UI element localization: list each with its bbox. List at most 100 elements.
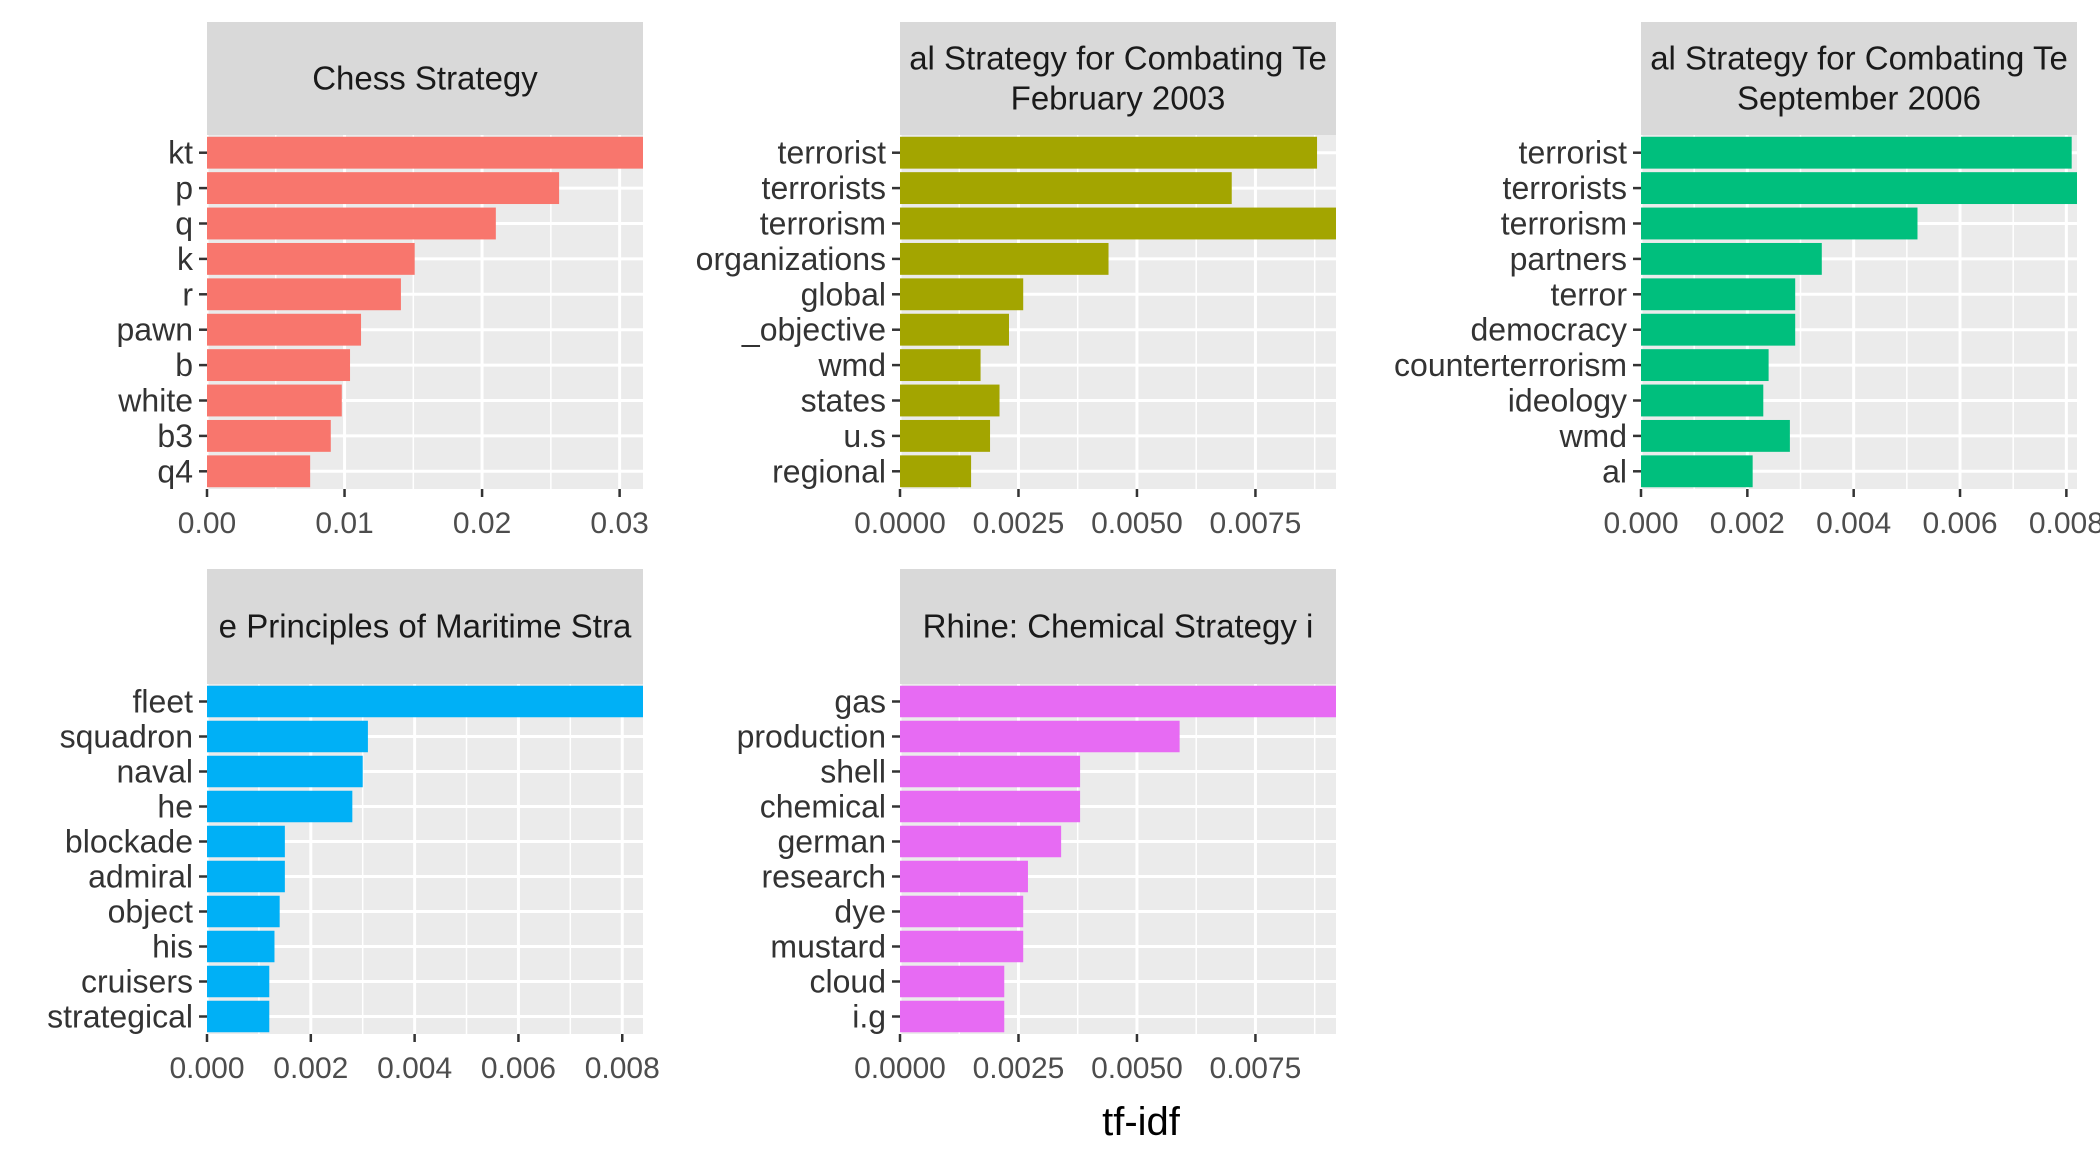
facet-strip [207,569,643,684]
bar-q4 [207,455,311,488]
bar-dye [900,895,1024,928]
bar-al [1641,455,1753,488]
bar-blockade [207,825,285,858]
category-label: gas [834,684,886,720]
bar-terrorists [900,172,1232,205]
category-label: wmd [817,347,886,383]
category-label: k [177,241,194,277]
facet-strip [207,22,643,135]
facet-strip [900,22,1336,135]
bar-strategical [207,1000,270,1033]
x-tick-label: 0.008 [2029,507,2100,540]
category-label: admiral [88,859,193,895]
x-tick-label: 0.00 [178,507,236,540]
x-tick-label: 0.008 [585,1052,660,1085]
category-label: white [117,383,193,419]
category-label: q4 [157,453,193,489]
category-label: b3 [157,418,193,454]
bar-naval [207,755,363,788]
facet-strip [900,569,1336,684]
x-tick-label: 0.01 [315,507,373,540]
bar-cloud [900,965,1005,998]
x-tick-label: 0.004 [1816,507,1891,540]
category-label: p [175,170,193,206]
category-label: cruisers [81,964,193,1000]
category-label: global [801,276,886,312]
x-tick-label: 0.006 [481,1052,556,1085]
category-label: terrorists [1503,170,1627,206]
category-label: ideology [1508,383,1627,419]
category-label: regional [772,453,886,489]
x-tick-label: 0.0025 [973,1052,1065,1085]
bar-terrorist [900,136,1318,169]
facet-panel-4: e Principles of Maritime Stra fleetsquadr… [47,569,660,1085]
x-tick-label: 0.02 [453,507,511,540]
category-label: democracy [1471,312,1628,348]
x-tick-label: 0.0050 [1091,507,1183,540]
bar-squadron [207,720,368,753]
facet-title: Rhine: Chemical Strategy i [923,608,1314,645]
bar-cruisers [207,965,270,998]
bar-terrorist [1641,136,2072,169]
x-tick-label: 0.000 [169,1052,244,1085]
bar-states [900,384,1000,417]
category-label: kt [168,135,193,171]
bar-organizations [900,242,1109,275]
bar-fleet [207,685,643,718]
category-label: al [1602,453,1627,489]
bar-regional [900,455,972,488]
category-label: terrorist [1519,135,1628,171]
bar-p [207,172,560,205]
bar-terrorists [1641,172,2077,205]
bar-gas [900,685,1336,718]
bar-admiral [207,860,285,893]
x-tick-label: 0.0000 [854,1052,946,1085]
bar-b3 [207,419,331,452]
bar-he [207,790,353,823]
category-label: shell [820,754,886,790]
facet-title: September 2006 [1737,80,1981,117]
category-label: research [762,859,887,895]
bar-wmd [900,349,981,382]
facet-title: February 2003 [1011,80,1226,117]
x-tick-label: 0.0050 [1091,1052,1183,1085]
bar-r [207,278,401,311]
bar-pawn [207,313,362,346]
category-label: organizations [696,241,886,277]
category-label: production [737,719,886,755]
category-label: u.s [843,418,886,454]
category-label: he [157,789,193,825]
category-label: terrorism [760,206,886,242]
x-tick-label: 0.002 [1710,507,1785,540]
category-label: dye [834,894,886,930]
category-label: german [778,824,887,860]
bar-u.s [900,419,991,452]
category-label: his [152,929,193,965]
x-tick-label: 0.03 [590,507,648,540]
bar-shell [900,755,1081,788]
x-tick-label: 0.002 [273,1052,348,1085]
category-label: terror [1551,276,1628,312]
facet-title: Chess Strategy [312,60,538,97]
category-label: squadron [60,719,193,755]
bar-kt [207,136,643,169]
category-label: _objective [741,312,886,348]
category-label: pawn [117,312,194,348]
category-label: i.g [852,999,886,1035]
x-tick-label: 0.000 [1603,507,1678,540]
category-label: chemical [760,789,886,825]
bar-b [207,349,351,382]
category-label: strategical [47,999,193,1035]
category-label: partners [1510,241,1627,277]
category-label: terrorism [1501,206,1627,242]
bar-k [207,242,415,275]
bar-partners [1641,242,1822,275]
category-label: cloud [810,964,887,1000]
category-label: blockade [65,824,193,860]
bar-global [900,278,1024,311]
bar-_objective [900,313,1009,346]
category-label: mustard [770,929,886,965]
